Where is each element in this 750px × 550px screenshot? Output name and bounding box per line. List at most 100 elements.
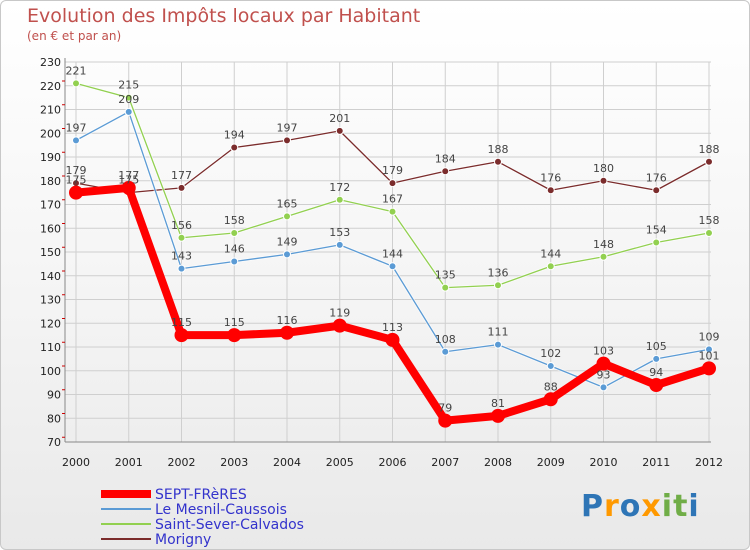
legend-label: SEPT-FRèRES	[155, 487, 247, 503]
y-tick-label: 210	[40, 104, 61, 117]
data-point	[649, 378, 664, 392]
logo-letter: i	[661, 489, 674, 524]
data-point	[652, 354, 661, 363]
logo-letter: t	[673, 489, 689, 524]
data-label: 175	[118, 174, 139, 187]
y-tick-label: 150	[40, 246, 61, 259]
data-point	[441, 283, 450, 292]
data-label: 115	[171, 316, 192, 329]
y-tick-label: 130	[40, 294, 61, 307]
x-tick-label: 2006	[379, 456, 407, 469]
data-point	[705, 157, 713, 166]
data-point	[599, 252, 608, 261]
x-tick-label: 2008	[484, 456, 512, 469]
data-point	[441, 167, 450, 176]
y-tick-label: 140	[40, 270, 61, 283]
data-label: 144	[540, 247, 561, 260]
data-label: 201	[329, 112, 350, 125]
x-tick-label: 2010	[590, 456, 618, 469]
data-point	[230, 257, 239, 266]
y-tick-label: 170	[40, 199, 61, 212]
data-label: 136	[488, 266, 509, 279]
data-point	[652, 238, 661, 247]
y-tick-label: 80	[47, 412, 61, 425]
data-label: 188	[488, 143, 509, 156]
x-tick-label: 2002	[168, 456, 196, 469]
data-label: 79	[438, 402, 452, 415]
y-tick-label: 200	[40, 127, 61, 140]
data-point	[174, 328, 189, 343]
y-tick-label: 180	[40, 175, 61, 188]
data-point	[230, 143, 239, 152]
data-point	[227, 328, 242, 343]
data-label: 108	[435, 333, 456, 346]
data-point	[388, 207, 397, 216]
data-point	[121, 180, 136, 195]
data-point	[283, 136, 291, 145]
data-point	[546, 186, 555, 195]
x-tick-label: 2001	[115, 456, 143, 469]
data-label: 176	[646, 171, 667, 184]
data-label: 180	[593, 162, 614, 175]
data-point	[72, 136, 80, 145]
data-point	[283, 250, 291, 259]
data-point	[177, 183, 186, 192]
data-point	[546, 362, 555, 370]
data-label: 119	[329, 307, 350, 320]
data-point	[335, 126, 344, 135]
data-label: 149	[277, 235, 298, 248]
x-tick-label: 2005	[326, 456, 354, 469]
data-point	[332, 318, 347, 333]
y-tick-label: 90	[47, 389, 61, 402]
data-point	[543, 392, 558, 407]
logo-letter: i	[688, 489, 700, 524]
proxiti-logo: Proxiti	[581, 489, 700, 524]
legend-label: Saint-Sever-Calvados	[155, 517, 304, 533]
y-tick-label: 190	[40, 151, 61, 164]
logo-letter: x	[641, 489, 662, 524]
data-label: 109	[699, 330, 720, 343]
data-point	[494, 157, 502, 166]
data-point	[599, 176, 608, 185]
data-label: 175	[66, 174, 87, 187]
data-point	[230, 229, 239, 237]
data-point	[494, 281, 502, 290]
x-tick-label: 2009	[537, 456, 565, 469]
data-point	[596, 356, 611, 371]
logo-letter: P	[581, 489, 604, 524]
data-point	[702, 361, 716, 376]
y-tick-label: 110	[40, 341, 61, 354]
data-label: 94	[649, 366, 663, 379]
data-label: 221	[66, 64, 87, 77]
y-tick-label: 70	[47, 436, 61, 449]
data-label: 197	[277, 121, 298, 134]
y-tick-label: 100	[40, 365, 61, 378]
data-point	[546, 262, 555, 271]
axes: 7080901001101201301401501601701801902002…	[40, 56, 723, 469]
x-tick-label: 2007	[431, 456, 459, 469]
series-lines	[69, 79, 716, 428]
data-point	[599, 383, 608, 392]
data-label: 165	[277, 197, 298, 210]
legend-label: Le Mesnil-Caussois	[155, 502, 287, 518]
data-point	[283, 212, 291, 221]
data-label: 144	[382, 247, 403, 260]
data-label: 116	[277, 314, 298, 327]
data-label: 113	[382, 321, 403, 334]
data-label: 88	[544, 380, 558, 393]
data-label: 158	[699, 214, 720, 227]
data-label: 209	[118, 93, 139, 106]
data-point	[441, 347, 450, 356]
data-label: 172	[329, 181, 350, 194]
data-point	[385, 332, 400, 347]
data-label: 111	[488, 326, 509, 339]
data-label: 179	[66, 164, 87, 177]
chart-subtitle: (en € et par an)	[27, 29, 122, 43]
data-point	[72, 79, 80, 88]
y-tick-label: 120	[40, 317, 61, 330]
data-label: 143	[171, 250, 192, 263]
data-label: 197	[66, 121, 87, 134]
x-tick-label: 2011	[642, 456, 670, 469]
